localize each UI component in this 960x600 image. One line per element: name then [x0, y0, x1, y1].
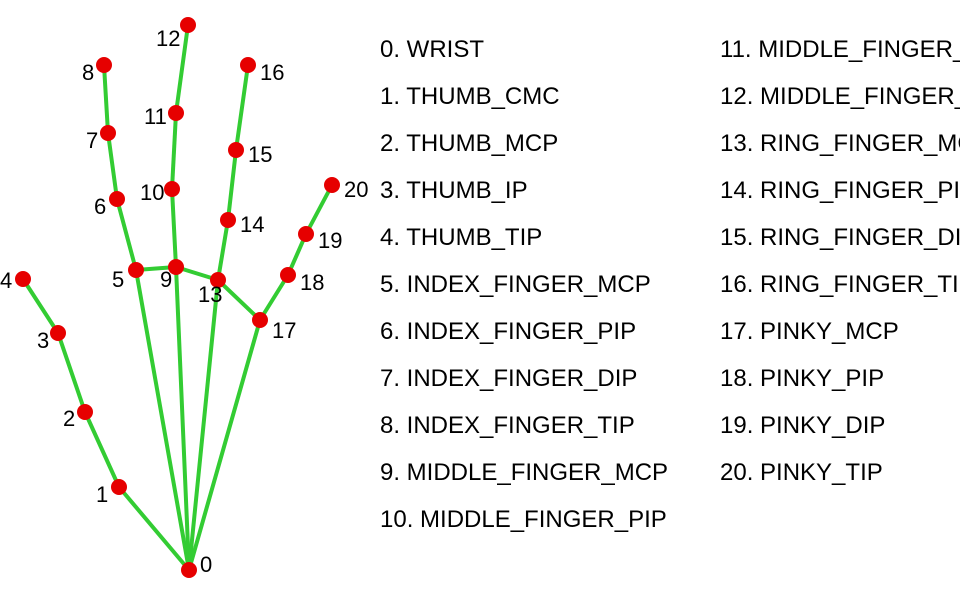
landmark-label-2: 2 [63, 406, 75, 431]
landmark-node-2 [77, 404, 93, 420]
landmark-node-20 [324, 177, 340, 193]
legend-item-col1-4: 4. THUMB_TIP [380, 226, 542, 250]
edge-13-14 [218, 220, 228, 280]
landmark-label-11: 11 [144, 104, 167, 129]
legend-item-col2-8: 19. PINKY_DIP [720, 414, 885, 438]
edge-6-7 [108, 133, 117, 199]
landmark-label-3: 3 [37, 328, 49, 353]
edge-13-17 [218, 280, 260, 320]
edge-3-4 [23, 279, 58, 333]
edge-9-10 [172, 189, 176, 267]
legend-item-col2-1: 12. MIDDLE_FINGER_TIP [720, 85, 960, 109]
legend-item-col2-4: 15. RING_FINGER_DIP [720, 226, 960, 250]
legend-item-col2-9: 20. PINKY_TIP [720, 461, 883, 485]
legend-item-col1-5: 5. INDEX_FINGER_MCP [380, 273, 651, 297]
landmark-label-7: 7 [86, 128, 98, 153]
legend-item-col1-2: 2. THUMB_MCP [380, 132, 558, 156]
landmark-node-3 [50, 325, 66, 341]
edge-10-11 [172, 113, 176, 189]
edge-2-3 [58, 333, 85, 412]
landmark-label-9: 9 [160, 267, 172, 292]
landmark-label-0: 0 [200, 552, 212, 577]
edge-15-16 [236, 65, 248, 150]
legend-item-col1-0: 0. WRIST [380, 38, 484, 62]
edge-14-15 [228, 150, 236, 220]
legend-item-col2-2: 13. RING_FINGER_MCP [720, 132, 960, 156]
landmark-node-8 [96, 57, 112, 73]
landmark-label-18: 18 [300, 270, 324, 295]
landmark-node-14 [220, 212, 236, 228]
legend-item-col1-3: 3. THUMB_IP [380, 179, 528, 203]
landmark-label-13: 13 [198, 282, 222, 307]
landmark-node-5 [128, 262, 144, 278]
edge-1-2 [85, 412, 119, 487]
legend-item-col1-1: 1. THUMB_CMC [380, 85, 560, 109]
landmark-label-8: 8 [82, 60, 94, 85]
landmark-node-0 [181, 562, 197, 578]
legend-item-col2-0: 11. MIDDLE_FINGER_DIP [720, 38, 960, 62]
figure-container: 01234567891011121314151617181920 0. WRIS… [0, 0, 960, 600]
landmark-label-14: 14 [240, 212, 264, 237]
landmark-label-15: 15 [248, 142, 272, 167]
edge-7-8 [104, 65, 108, 133]
landmark-node-18 [280, 267, 296, 283]
landmark-label-20: 20 [344, 177, 368, 202]
landmark-label-1: 1 [96, 482, 108, 507]
landmark-label-19: 19 [318, 228, 342, 253]
landmark-label-10: 10 [140, 180, 164, 205]
landmark-label-16: 16 [260, 60, 284, 85]
legend-item-col2-3: 14. RING_FINGER_PIP [720, 179, 960, 203]
edge-5-6 [117, 199, 136, 270]
landmark-node-15 [228, 142, 244, 158]
landmark-node-10 [164, 181, 180, 197]
legend-item-col2-5: 16. RING_FINGER_TIP [720, 273, 960, 297]
legend-item-col1-7: 7. INDEX_FINGER_DIP [380, 367, 637, 391]
landmark-node-19 [298, 226, 314, 242]
landmark-node-1 [111, 479, 127, 495]
legend-item-col2-7: 18. PINKY_PIP [720, 367, 884, 391]
landmark-label-4: 4 [0, 268, 12, 293]
landmark-label-6: 6 [94, 194, 106, 219]
landmark-label-17: 17 [272, 318, 296, 343]
legend-item-col2-6: 17. PINKY_MCP [720, 320, 899, 344]
edge-19-20 [306, 185, 332, 234]
legend-item-col1-9: 9. MIDDLE_FINGER_MCP [380, 461, 668, 485]
legend-item-col1-8: 8. INDEX_FINGER_TIP [380, 414, 635, 438]
landmark-label-5: 5 [112, 267, 124, 292]
landmark-node-7 [100, 125, 116, 141]
legend-item-col1-6: 6. INDEX_FINGER_PIP [380, 320, 636, 344]
landmark-label-12: 12 [156, 26, 180, 51]
edge-0-13 [189, 280, 218, 570]
landmark-node-11 [168, 105, 184, 121]
landmark-node-6 [109, 191, 125, 207]
landmark-node-12 [180, 17, 196, 33]
hand-landmark-diagram: 01234567891011121314151617181920 [0, 0, 380, 600]
legend-item-col1-10: 10. MIDDLE_FINGER_PIP [380, 508, 667, 532]
landmark-node-4 [15, 271, 31, 287]
landmark-node-16 [240, 57, 256, 73]
landmark-node-17 [252, 312, 268, 328]
